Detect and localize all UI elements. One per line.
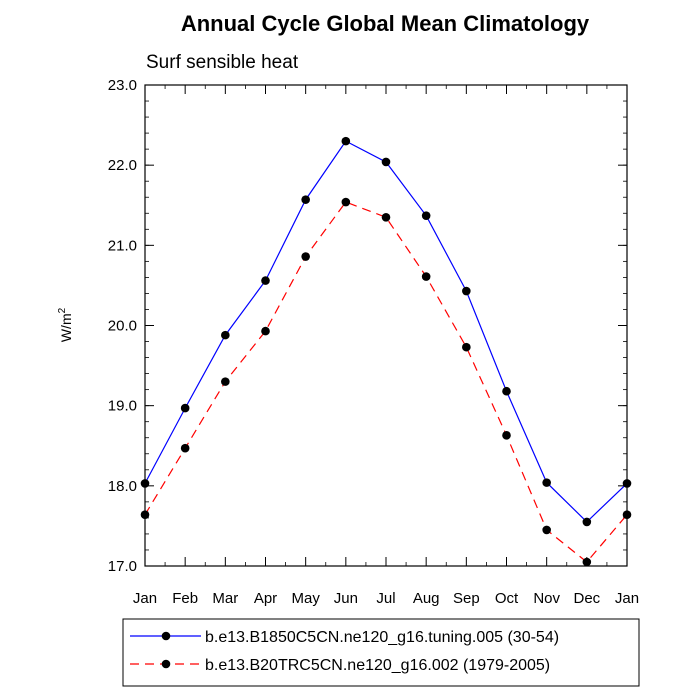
- x-tick-label: Mar: [212, 590, 238, 607]
- series-line-2: [144, 201, 628, 563]
- series-1-point: [582, 517, 592, 527]
- legend-label-2: b.e13.B20TRC5CN.ne120_g16.002 (1979-2005…: [205, 657, 550, 674]
- legend-marker-2: [161, 659, 171, 669]
- series-2-point: [622, 510, 632, 519]
- y-tick-label: 18.0: [108, 478, 137, 495]
- series-2-point: [341, 197, 351, 207]
- legend-box: [122, 618, 640, 687]
- x-tick-label: Aug: [413, 590, 440, 607]
- series-2-point: [542, 525, 551, 535]
- series-1-point: [341, 136, 351, 146]
- y-tick-label: 17.0: [108, 558, 137, 575]
- y-tick-label: 22.0: [108, 157, 137, 174]
- series-1-point: [542, 478, 551, 487]
- series-2-point: [180, 443, 190, 453]
- series-line-1: [144, 140, 628, 523]
- x-tick-label: Sep: [453, 590, 480, 607]
- y-axis-label-unit: W/m: [58, 313, 74, 342]
- x-tick-label: Oct: [495, 590, 519, 607]
- series-1-point: [502, 386, 511, 396]
- x-tick-label: Jul: [376, 590, 395, 607]
- legend: b.e13.B1850C5CN.ne120_g16.tuning.005 (30…: [122, 618, 640, 687]
- legend-marker-1: [161, 631, 171, 641]
- series-1-point: [180, 403, 190, 413]
- series-1-point: [421, 211, 431, 220]
- series-2-point: [221, 377, 230, 386]
- series-1-point: [622, 479, 632, 488]
- x-tick-label: Jan: [615, 590, 639, 607]
- y-tick-label: 23.0: [108, 77, 137, 94]
- series-1-point: [301, 195, 310, 204]
- series-2-point: [261, 326, 270, 336]
- y-tick-label: 19.0: [108, 398, 137, 415]
- series-1-point: [140, 479, 150, 488]
- series-2-point: [582, 557, 592, 567]
- series-1-point: [462, 286, 471, 296]
- x-tick-label: Dec: [573, 590, 600, 607]
- series-2-point: [502, 431, 511, 440]
- series-2-point: [301, 252, 310, 261]
- plot-frame: [144, 84, 628, 567]
- x-tick-label: Apr: [254, 590, 277, 607]
- x-tick-label: May: [291, 590, 320, 607]
- chart-subtitle: Surf sensible heat: [146, 52, 299, 73]
- legend-label-1: b.e13.B1850C5CN.ne120_g16.tuning.005 (30…: [205, 629, 559, 646]
- series-2-point: [381, 212, 391, 222]
- y-tick-label: 20.0: [108, 318, 137, 335]
- x-tick-label: Nov: [533, 590, 560, 607]
- series-2-point: [140, 510, 150, 519]
- y-axis-label-exponent: 2: [57, 307, 68, 313]
- y-axis-label: W/m2: [57, 307, 74, 342]
- plot-area: 17.0 18.0 19.0 20.0 21.0 22.0 23.0 Jan Feb Mar Apr…: [108, 77, 639, 607]
- x-tick-label: Feb: [172, 590, 198, 607]
- x-tick-label: Jun: [334, 590, 358, 607]
- series-1-point: [261, 276, 270, 285]
- y-tick-label: 21.0: [108, 237, 137, 254]
- series-1-point: [381, 157, 391, 167]
- series-2-point: [462, 342, 471, 352]
- x-tick-label: Jan: [133, 590, 157, 607]
- series-2-point: [421, 272, 431, 281]
- series-1-point: [221, 330, 230, 340]
- chart-title: Annual Cycle Global Mean Climatology: [181, 11, 590, 36]
